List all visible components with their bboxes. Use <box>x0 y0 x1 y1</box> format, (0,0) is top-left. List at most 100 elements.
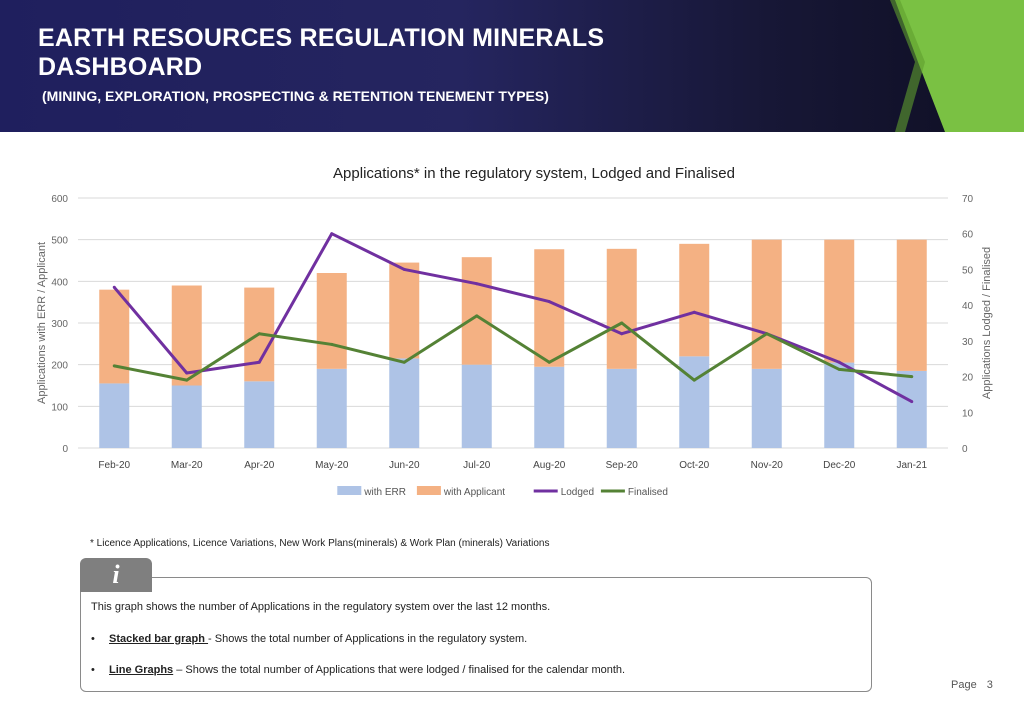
point-lodged <box>185 371 189 375</box>
legend-label: with ERR <box>363 487 406 498</box>
bar-with-err <box>316 368 347 448</box>
y2-tick-label: 50 <box>962 265 974 276</box>
x-tick-label: Jul-20 <box>463 460 491 471</box>
bullet-text: – Shows the total number of Applications… <box>173 664 626 676</box>
x-tick-label: May-20 <box>315 460 349 471</box>
applications-chart: Applications* in the regulatory system, … <box>36 165 993 498</box>
point-lodged <box>402 267 406 271</box>
bar-with-applicant <box>461 257 492 365</box>
bar-with-err <box>824 362 855 448</box>
bullet-text: - Shows the total number of Applications… <box>208 633 528 645</box>
page-label: Page <box>951 679 977 691</box>
y2-tick-label: 60 <box>962 230 974 241</box>
y2-tick-label: 40 <box>962 301 974 312</box>
y-tick-label: 100 <box>51 402 68 413</box>
point-lodged <box>620 332 624 336</box>
bar-with-applicant <box>824 239 855 363</box>
point-finalised <box>620 321 624 325</box>
y2-tick-label: 30 <box>962 337 974 348</box>
point-finalised <box>692 378 696 382</box>
y2-tick-label: 20 <box>962 373 974 384</box>
bar-with-err <box>896 370 927 448</box>
y-tick-label: 300 <box>51 319 68 330</box>
point-finalised <box>257 332 261 336</box>
x-tick-label: Dec-20 <box>823 460 856 471</box>
x-tick-label: Aug-20 <box>533 460 566 471</box>
line-lodged <box>113 232 913 403</box>
bar-with-applicant <box>534 249 565 367</box>
y-tick-label: 0 <box>62 444 68 455</box>
point-lodged <box>547 300 551 304</box>
point-finalised <box>185 378 189 382</box>
point-finalised <box>112 364 116 368</box>
footnote: * Licence Applications, Licence Variatio… <box>90 538 550 549</box>
bar-with-applicant <box>896 239 927 371</box>
line-finalised <box>113 314 912 382</box>
x-tick-label: Jan-21 <box>896 460 927 471</box>
legend-label: Lodged <box>561 487 594 498</box>
point-finalised <box>330 342 334 346</box>
point-lodged <box>910 400 914 404</box>
chart-title: Applications* in the regulatory system, … <box>333 165 735 182</box>
point-lodged <box>837 360 841 364</box>
y2-tick-label: 70 <box>962 194 974 205</box>
point-finalised <box>837 367 841 371</box>
bullet-term: Line Graphs <box>109 664 174 676</box>
bar-with-err <box>751 368 782 448</box>
y2-axis-label: Applications Lodged / Finalised <box>981 247 993 399</box>
x-tick-label: Sep-20 <box>606 460 639 471</box>
bar-with-err <box>244 381 275 448</box>
point-lodged <box>257 360 261 364</box>
point-lodged <box>330 232 334 236</box>
point-finalised <box>475 314 479 318</box>
point-finalised <box>910 375 914 379</box>
x-tick-label: Mar-20 <box>171 460 203 471</box>
page-number: Page 3 <box>951 679 993 691</box>
point-lodged <box>475 282 479 286</box>
x-tick-label: Apr-20 <box>244 460 274 471</box>
bar-with-applicant <box>751 239 782 369</box>
bar-with-applicant <box>606 248 637 369</box>
legend-swatch <box>416 486 441 495</box>
y-tick-label: 200 <box>51 361 68 372</box>
point-finalised <box>765 332 769 336</box>
x-tick-label: Nov-20 <box>751 460 784 471</box>
legend-label: Finalised <box>628 487 668 498</box>
x-tick-label: Jun-20 <box>389 460 420 471</box>
bar-with-err <box>534 366 565 448</box>
point-lodged <box>692 310 696 314</box>
bar-with-applicant <box>389 262 420 359</box>
bar-with-err <box>606 368 637 448</box>
x-tick-label: Oct-20 <box>679 460 709 471</box>
header-banner: EARTH RESOURCES REGULATION MINERALS DASH… <box>0 0 1024 132</box>
y-tick-label: 400 <box>51 277 68 288</box>
bar-with-applicant <box>316 273 347 369</box>
point-finalised <box>402 360 406 364</box>
bullet-term: Stacked bar graph <box>109 633 209 645</box>
y-tick-label: 500 <box>51 236 68 247</box>
y2-tick-label: 0 <box>962 444 968 455</box>
bar-with-err <box>461 364 492 448</box>
chart-gridlines <box>78 197 948 449</box>
info-bullet-stacked: • Stacked bar graph - Shows the total num… <box>91 633 528 645</box>
bar-with-applicant <box>171 285 202 386</box>
page-num: 3 <box>986 679 993 691</box>
green-chevron-decoration <box>890 0 1024 132</box>
y-axis-label: Applications with ERR / Applicant <box>36 242 48 404</box>
y-tick-label: 600 <box>51 194 68 205</box>
point-lodged <box>112 285 116 289</box>
chart-bars <box>99 239 927 448</box>
x-tick-label: Feb-20 <box>98 460 130 471</box>
page-title: EARTH RESOURCES REGULATION MINERALS DASH… <box>38 24 605 81</box>
y2-tick-label: 10 <box>962 408 974 419</box>
chart-legend: with ERR with Applicant Lodged Finalised <box>337 486 668 498</box>
info-bullet-lines: • Line Graphs – Shows the total number of… <box>91 664 626 676</box>
legend-label: with Applicant <box>443 487 505 498</box>
bar-with-err <box>99 383 130 448</box>
bar-with-err <box>171 385 202 448</box>
point-finalised <box>547 360 551 364</box>
bar-with-applicant <box>679 243 710 357</box>
page-subtitle: (MINING, EXPLORATION, PROSPECTING & RETE… <box>42 88 549 104</box>
info-description: This graph shows the number of Applicati… <box>91 601 551 613</box>
info-box: This graph shows the number of Applicati… <box>80 577 872 692</box>
